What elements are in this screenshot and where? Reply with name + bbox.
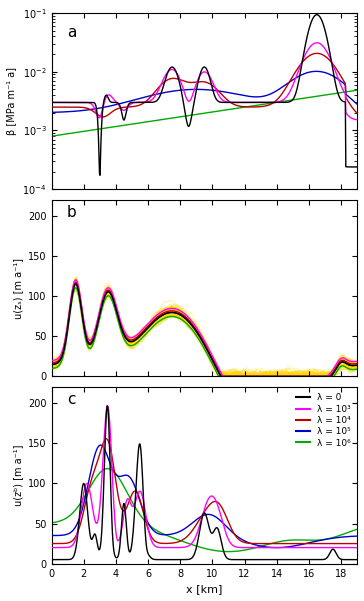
Text: a: a (67, 25, 76, 40)
Text: c: c (67, 392, 75, 407)
Y-axis label: u(zᵇ) [m a⁻¹]: u(zᵇ) [m a⁻¹] (13, 445, 23, 506)
Text: b: b (67, 206, 76, 221)
Legend: λ = 0, λ = 10³, λ = 10⁴, λ = 10⁵, λ = 10⁶: λ = 0, λ = 10³, λ = 10⁴, λ = 10⁵, λ = 10… (294, 392, 353, 450)
X-axis label: x [km]: x [km] (186, 584, 222, 594)
Y-axis label: u(zₛ) [m a⁻¹]: u(zₛ) [m a⁻¹] (13, 258, 23, 319)
Y-axis label: β [MPa m⁻¹ a]: β [MPa m⁻¹ a] (7, 67, 17, 135)
